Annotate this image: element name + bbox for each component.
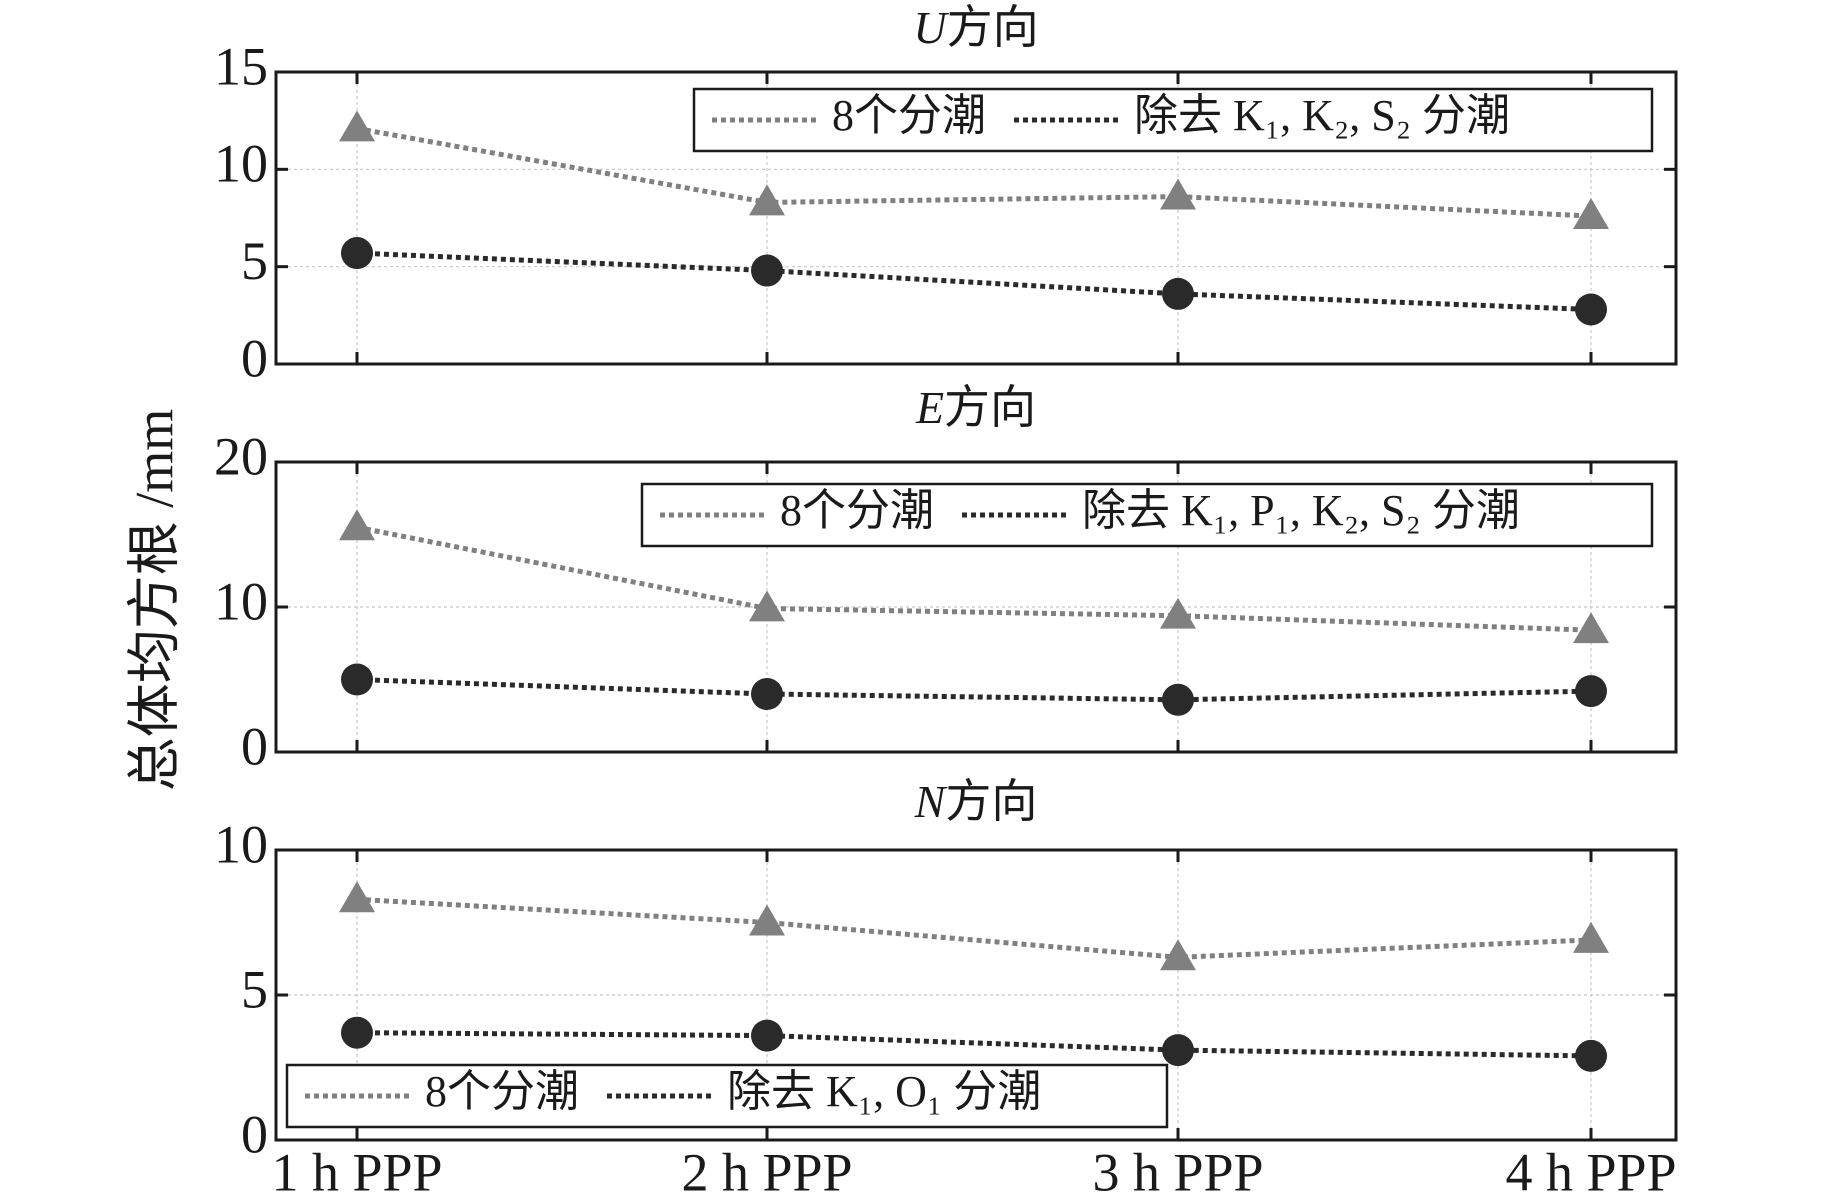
data-point bbox=[1575, 675, 1607, 708]
data-point bbox=[1573, 198, 1609, 230]
data-point bbox=[339, 509, 375, 541]
legend: 8个分潮 除去 K₁, O₁ 分潮 bbox=[285, 1063, 1169, 1129]
panel-n: N方向 0 5 10 8个分潮 除去 K₁, O₁ 分潮 bbox=[214, 776, 1678, 1164]
data-point bbox=[1160, 597, 1196, 629]
data-point bbox=[1573, 612, 1609, 644]
data-point bbox=[341, 1016, 373, 1049]
legend-label: 除去 K₁, O₁ 分潮 bbox=[727, 1067, 1041, 1116]
data-point bbox=[751, 678, 783, 710]
series-removed-tides bbox=[341, 663, 1607, 716]
data-point bbox=[341, 237, 373, 270]
series-removed-tides bbox=[341, 237, 1607, 326]
series-line bbox=[356, 1030, 1592, 1059]
series-line bbox=[356, 677, 1592, 703]
series-line bbox=[356, 250, 1592, 312]
panel-e: E方向 0 10 20 8个分潮 除去 K₁, P₁, K₂, S₂ 分潮 bbox=[214, 382, 1678, 776]
series-all-tides bbox=[339, 509, 1609, 644]
y-tick-label: 5 bbox=[241, 231, 268, 291]
legend-label: 8个分潮 bbox=[780, 486, 934, 535]
series-line bbox=[356, 896, 1592, 960]
panels: U方向 0 5 10 15 8个分潮 除去 K₁, K₂, S₂ 分潮 E方向 0 10 20 8个分… bbox=[214, 2, 1678, 1195]
x-tick-label: 3 h PPP bbox=[1092, 1142, 1263, 1195]
data-point bbox=[1160, 178, 1196, 210]
data-point bbox=[1575, 293, 1607, 326]
y-axis-label: 总体均方根 /mm bbox=[124, 409, 184, 792]
data-point bbox=[749, 904, 785, 936]
data-point bbox=[749, 590, 785, 622]
x-tick-label: 1 h PPP bbox=[271, 1142, 442, 1195]
data-point bbox=[341, 663, 373, 696]
y-tick-label: 0 bbox=[241, 716, 268, 776]
panel-u: U方向 0 5 10 15 8个分潮 除去 K₁, K₂, S₂ 分潮 bbox=[214, 2, 1678, 388]
legend-label: 8个分潮 bbox=[832, 91, 986, 140]
series-removed-tides bbox=[341, 1016, 1607, 1072]
y-tick-label: 10 bbox=[214, 134, 268, 194]
y-tick-label: 20 bbox=[214, 426, 268, 486]
y-tick-label: 15 bbox=[214, 36, 268, 96]
series-line bbox=[356, 524, 1592, 633]
legend-box bbox=[285, 1063, 1169, 1129]
legend-box bbox=[692, 87, 1654, 153]
data-point bbox=[751, 1019, 783, 1052]
y-tick-label: 5 bbox=[241, 959, 268, 1019]
legend: 8个分潮 除去 K₁, P₁, K₂, S₂ 分潮 bbox=[640, 482, 1654, 548]
data-point bbox=[1573, 921, 1609, 953]
x-tick-label: 4 h PPP bbox=[1505, 1142, 1676, 1195]
legend: 8个分潮 除去 K₁, K₂, S₂ 分潮 bbox=[692, 87, 1654, 153]
y-tick-label: 0 bbox=[241, 328, 268, 388]
panel-u-title: U方向 bbox=[913, 2, 1038, 53]
data-point bbox=[751, 254, 783, 287]
y-tick-label: 10 bbox=[214, 571, 268, 631]
series-all-tides bbox=[339, 110, 1609, 230]
data-point bbox=[339, 881, 375, 913]
legend-label: 除去 K₁, K₂, S₂ 分潮 bbox=[1134, 91, 1510, 140]
plot-frame bbox=[274, 70, 1678, 366]
data-point bbox=[1162, 683, 1194, 716]
legend-box bbox=[640, 482, 1654, 548]
y-tick-label: 10 bbox=[214, 814, 268, 874]
x-tick-label: 2 h PPP bbox=[681, 1142, 852, 1195]
legend-label: 除去 K₁, P₁, K₂, S₂ 分潮 bbox=[1082, 486, 1520, 535]
data-point bbox=[1162, 277, 1194, 310]
data-point bbox=[1160, 939, 1196, 971]
data-point bbox=[1575, 1039, 1607, 1072]
series-line bbox=[356, 125, 1592, 219]
panel-e-title: E方向 bbox=[915, 382, 1036, 433]
y-tick-label: 0 bbox=[241, 1104, 268, 1164]
data-point bbox=[339, 110, 375, 142]
data-point bbox=[749, 184, 785, 216]
legend-label: 8个分潮 bbox=[425, 1067, 579, 1116]
data-point bbox=[1162, 1034, 1194, 1067]
series-all-tides bbox=[339, 881, 1609, 971]
panel-n-title: N方向 bbox=[914, 776, 1038, 827]
